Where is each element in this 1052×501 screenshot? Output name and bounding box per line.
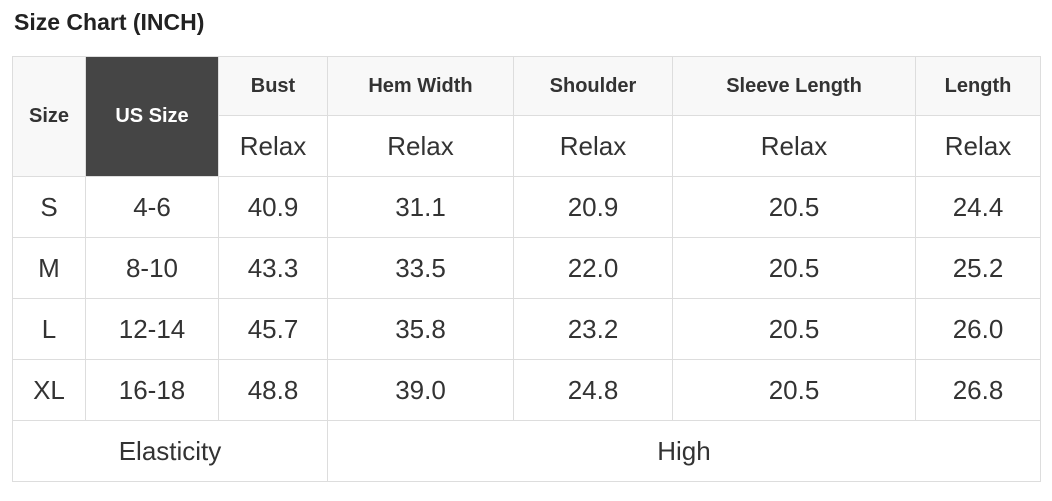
- cell-shoulder: 24.8: [513, 359, 673, 421]
- size-chart-section: Size Chart (INCH) Size US Size Bust Hem …: [0, 8, 1052, 482]
- table-row-s: S 4-6 40.9 31.1 20.9 20.5 24.4: [12, 176, 1041, 238]
- cell-us-size: 16-18: [85, 359, 219, 421]
- cell-hem-width: 39.0: [327, 359, 514, 421]
- cell-hem-width: 35.8: [327, 298, 514, 360]
- cell-shoulder: 20.9: [513, 176, 673, 238]
- cell-us-size: 4-6: [85, 176, 219, 238]
- cell-length: 25.2: [915, 237, 1041, 299]
- size-chart-table: Size US Size Bust Hem Width Shoulder Sle…: [12, 56, 1041, 482]
- cell-shoulder: 22.0: [513, 237, 673, 299]
- header-row-fit-type: Relax Relax Relax Relax Relax: [13, 115, 1041, 177]
- cell-shoulder: 23.2: [513, 298, 673, 360]
- col-header-shoulder: Shoulder: [513, 56, 673, 116]
- col-header-length: Length: [915, 56, 1041, 116]
- fit-type-sleeve-length: Relax: [672, 115, 916, 177]
- cell-size: M: [12, 237, 86, 299]
- cell-us-size: 8-10: [85, 237, 219, 299]
- cell-sleeve-length: 20.5: [672, 359, 916, 421]
- cell-length: 24.4: [915, 176, 1041, 238]
- fit-type-length: Relax: [915, 115, 1041, 177]
- cell-hem-width: 33.5: [327, 237, 514, 299]
- elasticity-row: Elasticity High: [12, 420, 1041, 482]
- fit-type-hem-width: Relax: [327, 115, 514, 177]
- page-title: Size Chart (INCH): [14, 9, 205, 35]
- cell-us-size: 12-14: [85, 298, 219, 360]
- cell-sleeve-length: 20.5: [672, 237, 916, 299]
- fit-type-bust: Relax: [218, 115, 328, 177]
- table-row-m: M 8-10 43.3 33.5 22.0 20.5 25.2: [12, 237, 1041, 299]
- col-header-hem-width: Hem Width: [327, 56, 514, 116]
- cell-sleeve-length: 20.5: [672, 298, 916, 360]
- col-header-sleeve-length: Sleeve Length: [672, 56, 916, 116]
- cell-bust: 43.3: [218, 237, 328, 299]
- cell-bust: 40.9: [218, 176, 328, 238]
- cell-length: 26.8: [915, 359, 1041, 421]
- header-row-main: Size US Size Bust Hem Width Shoulder Sle…: [12, 56, 1041, 177]
- cell-size: L: [12, 298, 86, 360]
- cell-size: S: [12, 176, 86, 238]
- cell-bust: 48.8: [218, 359, 328, 421]
- cell-size: XL: [12, 359, 86, 421]
- cell-length: 26.0: [915, 298, 1041, 360]
- elasticity-value: High: [327, 420, 1041, 482]
- fit-type-shoulder: Relax: [513, 115, 673, 177]
- cell-hem-width: 31.1: [327, 176, 514, 238]
- col-header-bust: Bust: [218, 56, 328, 116]
- col-header-size: Size: [12, 56, 86, 177]
- cell-sleeve-length: 20.5: [672, 176, 916, 238]
- cell-bust: 45.7: [218, 298, 328, 360]
- col-header-us-size: US Size: [85, 56, 219, 177]
- table-row-l: L 12-14 45.7 35.8 23.2 20.5 26.0: [12, 298, 1041, 360]
- table-row-xl: XL 16-18 48.8 39.0 24.8 20.5 26.8: [12, 359, 1041, 421]
- elasticity-label: Elasticity: [12, 420, 328, 482]
